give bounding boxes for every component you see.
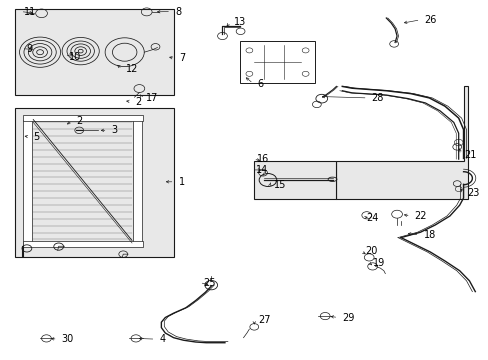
Bar	[239, 41, 315, 83]
Bar	[254, 161, 336, 199]
Bar	[133, 120, 142, 246]
Text: 19: 19	[372, 258, 385, 268]
Bar	[23, 120, 32, 246]
Text: 13: 13	[233, 17, 245, 27]
Text: 24: 24	[366, 213, 378, 223]
Text: 14: 14	[255, 165, 267, 175]
Polygon shape	[336, 86, 468, 199]
Text: 29: 29	[342, 312, 354, 323]
Text: 30: 30	[61, 334, 74, 344]
Text: 20: 20	[364, 246, 376, 256]
Text: 15: 15	[273, 180, 285, 190]
Text: 23: 23	[467, 188, 479, 198]
Text: 28: 28	[371, 93, 383, 103]
Text: 25: 25	[203, 278, 216, 288]
Text: 10: 10	[68, 51, 81, 62]
Text: 3: 3	[111, 125, 118, 135]
Text: 21: 21	[464, 150, 476, 160]
Text: 9: 9	[26, 44, 32, 54]
Text: 27: 27	[258, 315, 270, 325]
Bar	[23, 241, 142, 247]
Text: 5: 5	[33, 132, 40, 142]
Text: 22: 22	[414, 211, 427, 221]
Text: 1: 1	[178, 177, 184, 187]
Bar	[23, 115, 142, 121]
Text: 6: 6	[257, 78, 263, 89]
Bar	[15, 9, 173, 95]
Text: 7: 7	[179, 53, 185, 63]
Text: 17: 17	[145, 93, 158, 103]
Text: 8: 8	[175, 6, 181, 17]
Text: 11: 11	[24, 6, 37, 17]
Text: 2: 2	[76, 116, 82, 126]
Text: 16: 16	[257, 154, 269, 164]
Text: 26: 26	[424, 15, 436, 25]
Text: 18: 18	[423, 230, 435, 240]
Text: 12: 12	[126, 64, 138, 74]
Bar	[15, 108, 173, 257]
Text: 2: 2	[135, 96, 141, 107]
Text: 4: 4	[159, 334, 165, 344]
